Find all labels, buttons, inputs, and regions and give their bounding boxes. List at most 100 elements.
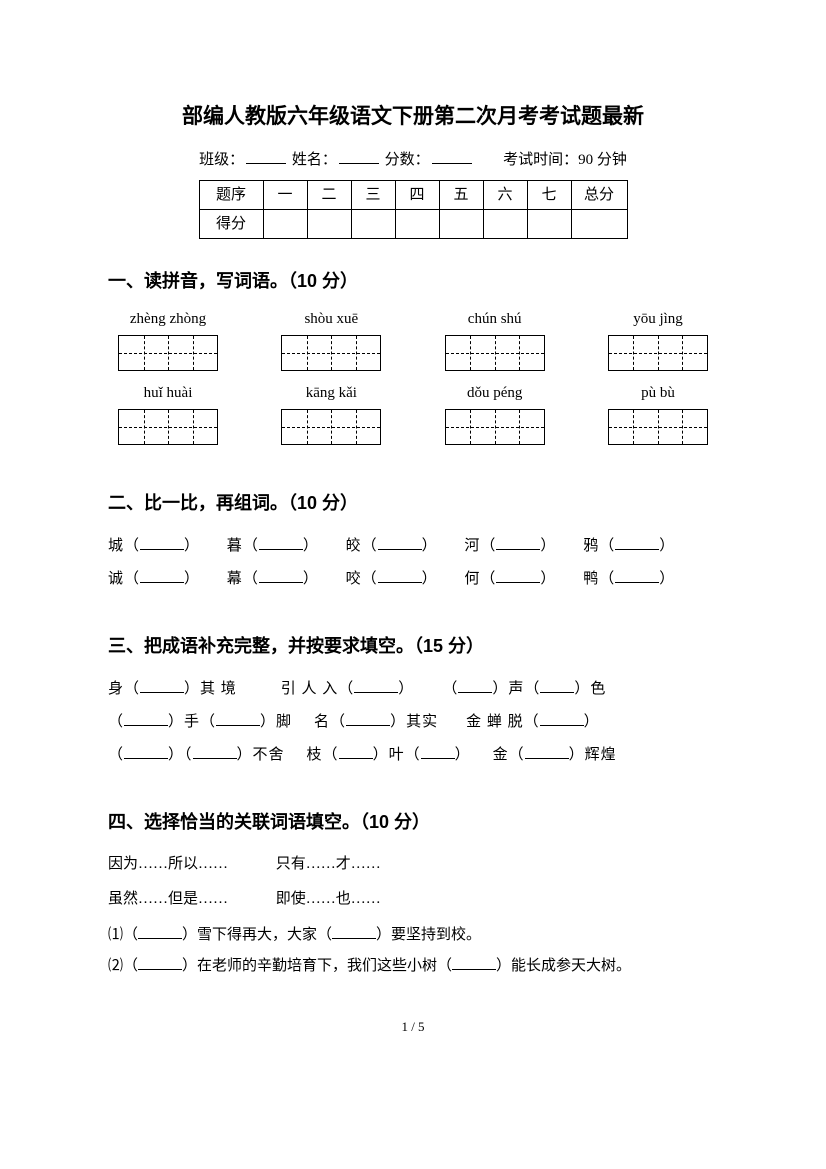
pinyin-item: yōu jìng xyxy=(598,307,718,371)
fill-blank[interactable] xyxy=(421,744,455,759)
fill-blank[interactable] xyxy=(496,535,540,550)
answer-box[interactable] xyxy=(118,409,218,445)
fill-blank[interactable] xyxy=(525,744,569,759)
fill-blank[interactable] xyxy=(138,924,182,939)
section-3-line: （）手（）脚名（）其实金 蝉 脱（） xyxy=(108,706,718,739)
class-label: 班级： xyxy=(199,152,244,168)
fill-blank[interactable] xyxy=(378,535,422,550)
fill-blank[interactable] xyxy=(378,568,422,583)
pinyin-label: dǒu péng xyxy=(467,381,522,405)
answer-box[interactable] xyxy=(445,409,545,445)
answer-box[interactable] xyxy=(608,409,708,445)
fill-blank[interactable] xyxy=(140,535,184,550)
score-cell[interactable] xyxy=(439,209,483,238)
fill-blank[interactable] xyxy=(124,744,168,759)
answer-box[interactable] xyxy=(445,335,545,371)
pinyin-label: huǐ huài xyxy=(144,381,193,405)
pinyin-item: pù bù xyxy=(598,381,718,445)
section-3-line: （）（）不舍枝（）叶（）金（）辉煌 xyxy=(108,739,718,772)
score-cell[interactable] xyxy=(571,209,627,238)
fill-blank[interactable] xyxy=(458,678,492,693)
fill-blank[interactable] xyxy=(346,711,390,726)
fill-blank[interactable] xyxy=(615,535,659,550)
fill-blank[interactable] xyxy=(259,535,303,550)
fill-blank[interactable] xyxy=(540,678,574,693)
fill-blank[interactable] xyxy=(540,711,584,726)
fill-blank[interactable] xyxy=(452,955,496,970)
fill-blank[interactable] xyxy=(140,678,184,693)
score-cell[interactable] xyxy=(395,209,439,238)
fill-blank[interactable] xyxy=(496,568,540,583)
section-2-line-1: 城（） 暮（） 皎（） 河（） 鸦（） xyxy=(108,530,718,563)
answer-box[interactable] xyxy=(118,335,218,371)
page-number: 1 / 5 xyxy=(108,1017,718,1038)
text: （ xyxy=(108,714,124,730)
name-label: 姓名： xyxy=(292,152,337,168)
text: ）能长成参天大树。 xyxy=(496,958,631,974)
section-2-line-2: 诚（） 幕（） 咬（） 何（） 鸭（） xyxy=(108,563,718,596)
text: ）不舍 xyxy=(237,747,285,763)
text: ）其实 xyxy=(390,714,438,730)
text: ）色 xyxy=(574,681,606,697)
text: 引 人 入（ xyxy=(281,681,355,697)
pinyin-label: yōu jìng xyxy=(633,307,683,331)
char: 皎 xyxy=(346,538,362,554)
text: 金（ xyxy=(493,747,525,763)
score-blank[interactable] xyxy=(432,149,472,164)
fill-blank[interactable] xyxy=(339,744,373,759)
score-cell[interactable] xyxy=(263,209,307,238)
fill-blank[interactable] xyxy=(216,711,260,726)
text: ）手（ xyxy=(168,714,216,730)
fill-blank[interactable] xyxy=(140,568,184,583)
char: 城 xyxy=(108,538,124,554)
score-cell[interactable] xyxy=(527,209,571,238)
text: 名（ xyxy=(314,714,346,730)
text: ）辉煌 xyxy=(569,747,617,763)
answer-box[interactable] xyxy=(281,335,381,371)
pinyin-item: dǒu péng xyxy=(435,381,555,445)
section-4-options-row2: 虽然……但是…… 即使……也…… xyxy=(108,884,718,916)
score-cell[interactable] xyxy=(351,209,395,238)
text: 枝（ xyxy=(307,747,339,763)
col-header: 四 xyxy=(395,180,439,209)
score-cell[interactable] xyxy=(307,209,351,238)
text: ）声（ xyxy=(492,681,540,697)
text: ）脚 xyxy=(260,714,292,730)
text: ） xyxy=(398,681,414,697)
text: （ xyxy=(108,747,124,763)
fill-blank[interactable] xyxy=(124,711,168,726)
pinyin-row-2: huǐ huài kāng kǎi dǒu péng pù bù xyxy=(108,381,718,445)
fill-blank[interactable] xyxy=(354,678,398,693)
fill-blank[interactable] xyxy=(138,955,182,970)
fill-blank[interactable] xyxy=(332,924,376,939)
table-row: 题序 一 二 三 四 五 六 七 总分 xyxy=(199,180,627,209)
section-3-heading: 三、把成语补充完整，并按要求填空。（15 分） xyxy=(108,632,718,661)
pinyin-label: zhèng zhòng xyxy=(130,307,206,331)
fill-blank[interactable] xyxy=(615,568,659,583)
col-header: 三 xyxy=(351,180,395,209)
col-header: 七 xyxy=(527,180,571,209)
text: 金 蝉 脱（ xyxy=(466,714,540,730)
char: 鸭 xyxy=(583,571,599,587)
answer-box[interactable] xyxy=(281,409,381,445)
char: 幕 xyxy=(227,571,243,587)
pinyin-label: pù bù xyxy=(641,381,675,405)
text: ）在老师的辛勤培育下，我们这些小树（ xyxy=(182,958,452,974)
fill-blank[interactable] xyxy=(193,744,237,759)
col-header: 一 xyxy=(263,180,307,209)
name-blank[interactable] xyxy=(339,149,379,164)
class-blank[interactable] xyxy=(246,149,286,164)
table-row: 得分 xyxy=(199,209,627,238)
answer-box[interactable] xyxy=(608,335,708,371)
score-label: 分数： xyxy=(385,152,430,168)
score-cell[interactable] xyxy=(483,209,527,238)
char: 何 xyxy=(464,571,480,587)
text: （ xyxy=(442,681,458,697)
fill-blank[interactable] xyxy=(259,568,303,583)
section-4-heading: 四、选择恰当的关联词语填空。（10 分） xyxy=(108,808,718,837)
header-info: 班级： 姓名： 分数： 考试时间：90 分钟 xyxy=(108,148,718,172)
text: ） xyxy=(455,747,471,763)
total-header: 总分 xyxy=(571,180,627,209)
score-table: 题序 一 二 三 四 五 六 七 总分 得分 xyxy=(199,180,628,239)
section-4-sentence-2: ⑵（）在老师的辛勤培育下，我们这些小树（）能长成参天大树。 xyxy=(108,951,718,983)
